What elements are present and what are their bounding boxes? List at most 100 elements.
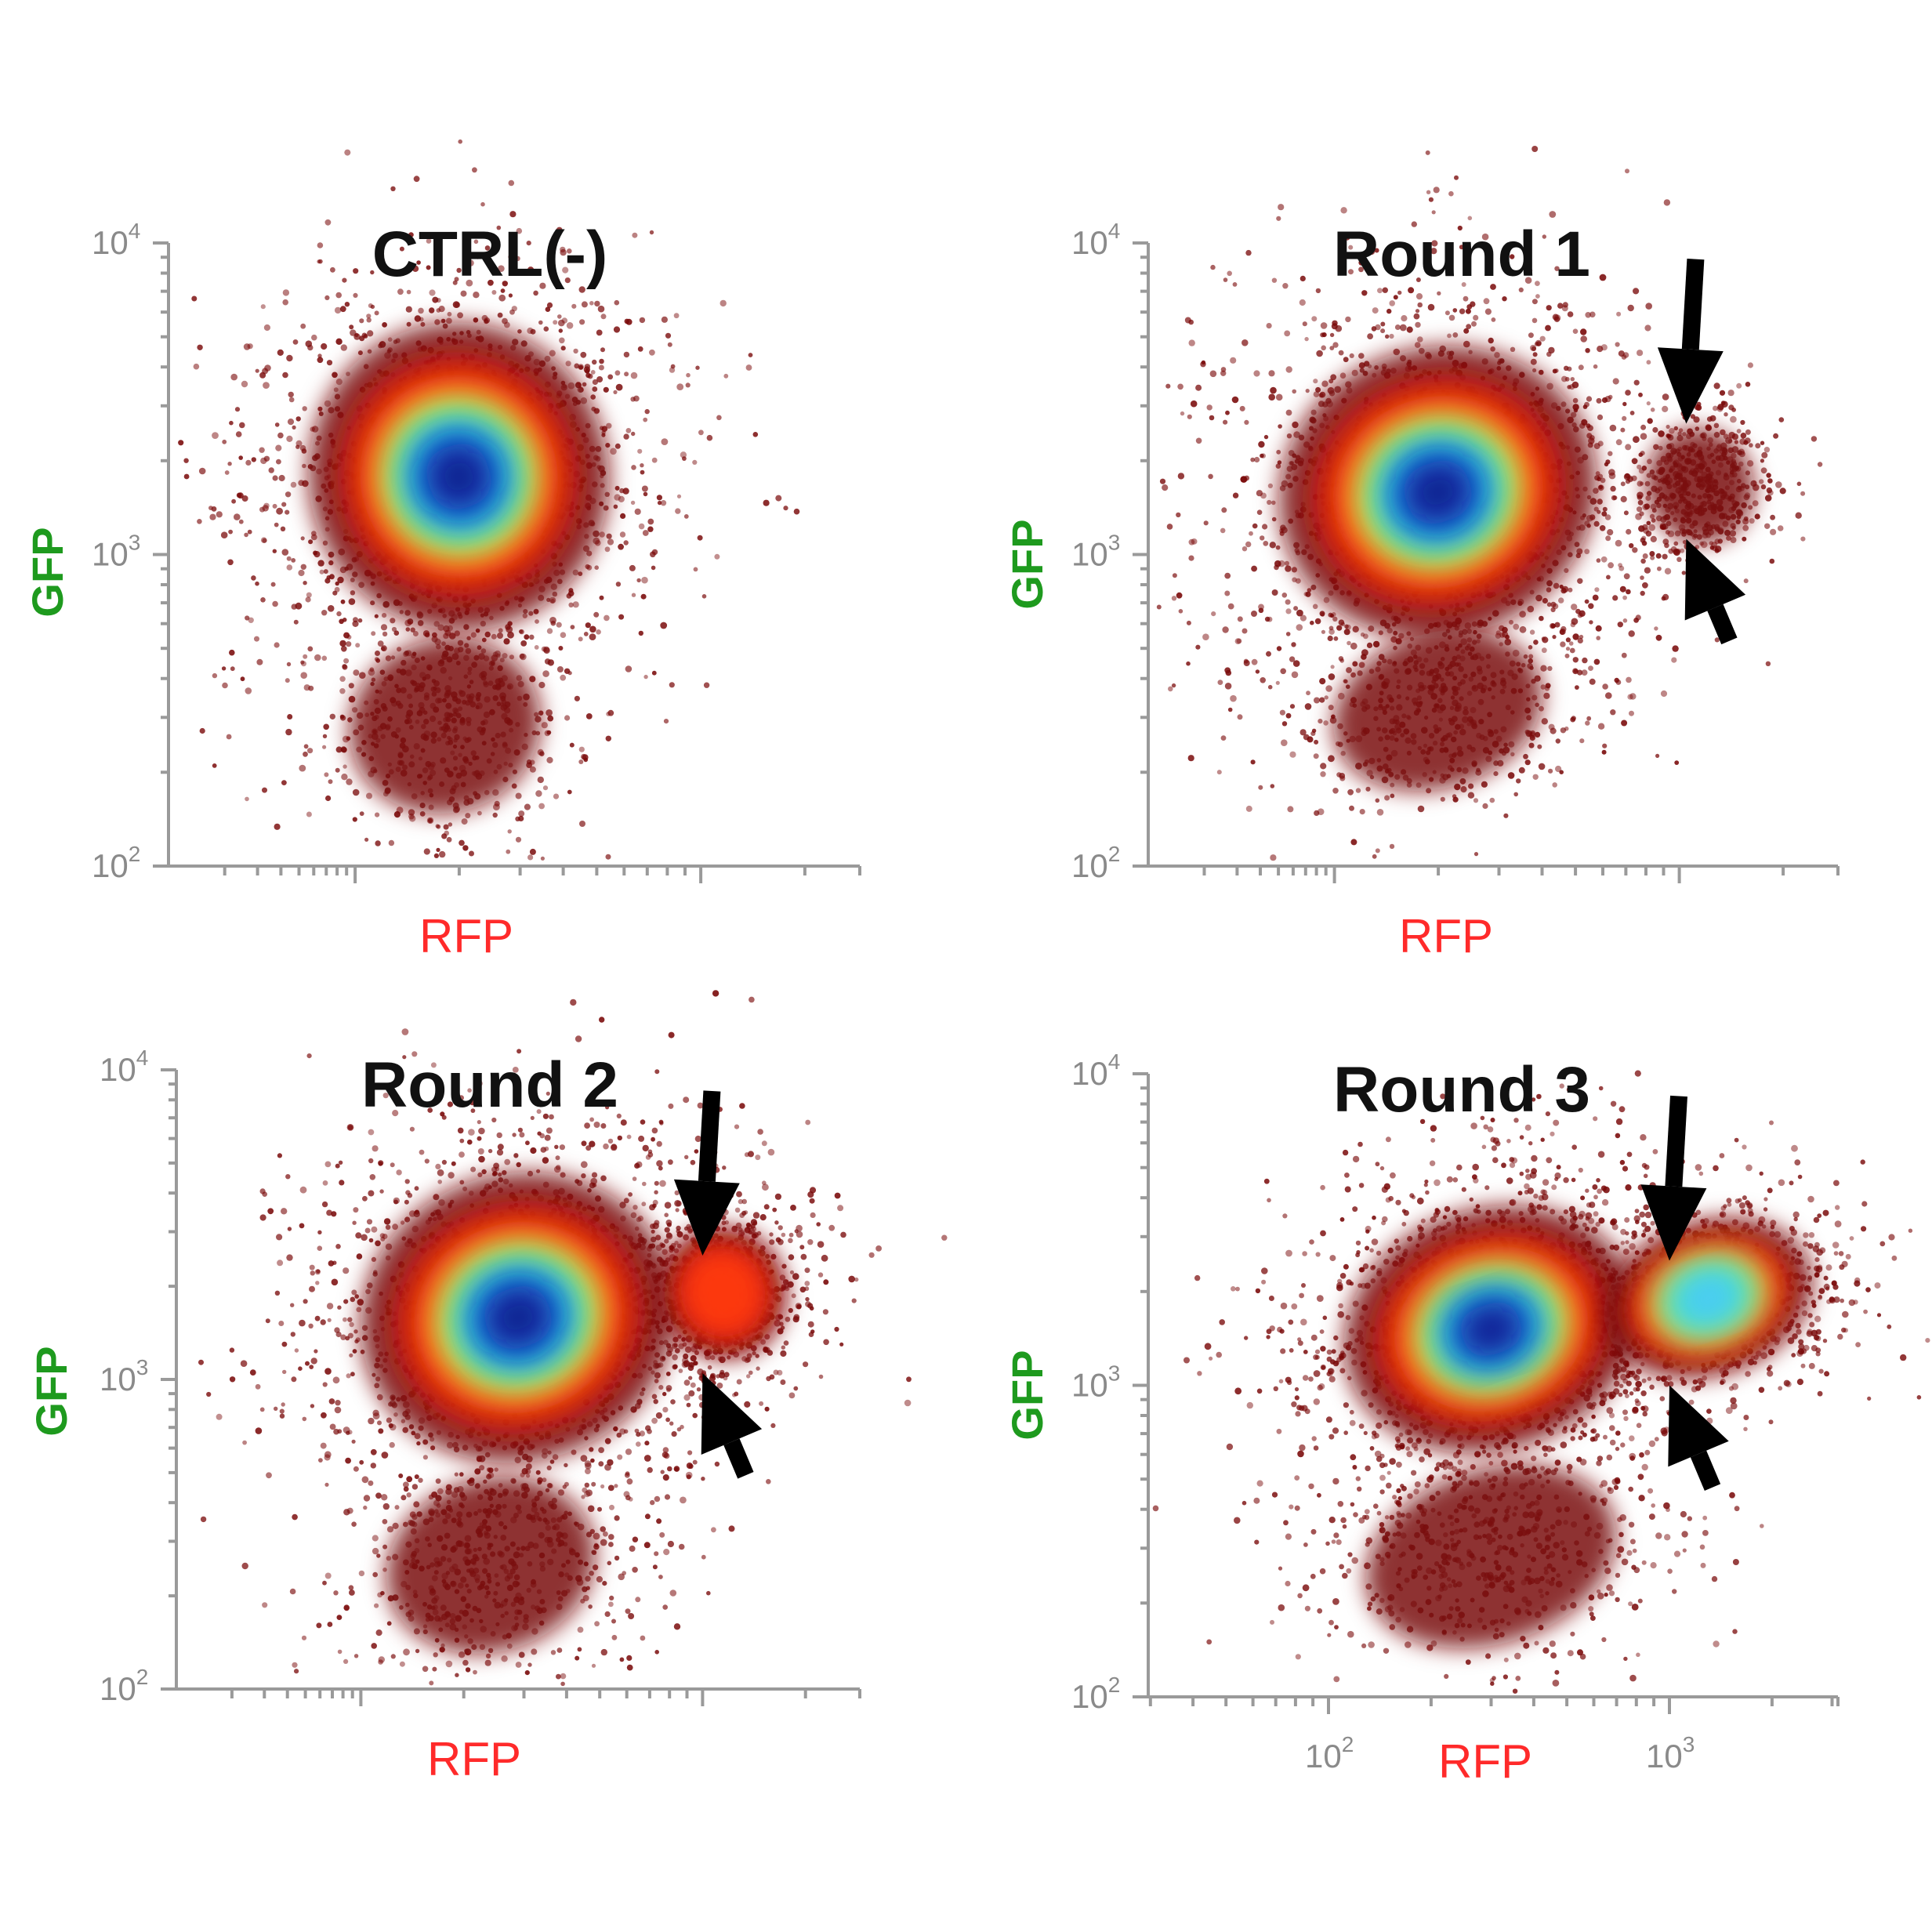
data-point bbox=[518, 629, 524, 634]
data-point bbox=[247, 529, 252, 535]
data-point bbox=[606, 533, 612, 539]
data-point bbox=[670, 364, 676, 369]
data-point bbox=[1535, 294, 1540, 299]
data-point bbox=[329, 713, 335, 720]
data-point bbox=[374, 614, 379, 618]
data-point bbox=[452, 280, 458, 285]
data-point bbox=[1747, 362, 1753, 368]
data-point bbox=[631, 593, 636, 597]
data-point bbox=[307, 646, 314, 652]
data-point bbox=[507, 631, 514, 639]
data-point bbox=[1649, 513, 1655, 520]
data-point bbox=[299, 1186, 307, 1194]
data-point bbox=[553, 793, 560, 799]
data-point bbox=[412, 631, 419, 636]
data-point bbox=[1267, 483, 1273, 489]
data-point bbox=[1655, 634, 1662, 641]
data-point bbox=[1463, 295, 1469, 302]
data-point bbox=[314, 1349, 318, 1354]
data-point bbox=[1663, 199, 1671, 206]
data-point bbox=[1533, 640, 1539, 645]
data-point bbox=[375, 812, 380, 817]
data-point bbox=[599, 531, 605, 538]
data-point bbox=[1680, 548, 1685, 553]
data-point bbox=[1503, 813, 1509, 818]
data-point bbox=[1276, 449, 1281, 455]
data-point bbox=[1615, 342, 1620, 347]
data-point bbox=[1765, 661, 1771, 666]
data-point bbox=[542, 646, 550, 653]
data-point bbox=[1575, 608, 1581, 614]
data-point bbox=[1367, 333, 1373, 339]
data-point bbox=[459, 839, 465, 846]
data-point bbox=[665, 332, 672, 339]
data-point bbox=[1299, 299, 1306, 306]
data-point bbox=[1554, 622, 1560, 628]
data-point bbox=[1617, 622, 1623, 628]
data-point bbox=[590, 1458, 595, 1463]
data-point bbox=[406, 289, 411, 295]
data-point bbox=[625, 665, 633, 672]
data-point bbox=[346, 778, 353, 785]
data-point bbox=[1336, 625, 1343, 631]
data-point bbox=[605, 854, 611, 860]
data-point bbox=[293, 619, 299, 625]
data-point bbox=[570, 625, 575, 629]
data-point bbox=[543, 326, 549, 332]
data-point bbox=[230, 666, 235, 672]
data-point bbox=[1209, 415, 1215, 421]
data-point bbox=[565, 361, 571, 367]
data-point bbox=[661, 438, 669, 445]
data-point bbox=[1550, 607, 1556, 613]
data-point bbox=[287, 419, 295, 426]
data-point bbox=[1325, 685, 1332, 692]
data-point bbox=[1390, 793, 1395, 799]
data-point bbox=[1459, 308, 1466, 314]
data-point bbox=[1284, 330, 1291, 337]
data-point bbox=[1638, 525, 1645, 532]
data-point bbox=[1314, 697, 1320, 704]
data-point bbox=[1596, 397, 1602, 404]
data-point bbox=[1311, 316, 1318, 322]
data-point bbox=[1328, 673, 1336, 680]
data-point bbox=[1662, 593, 1669, 601]
data-point bbox=[1624, 473, 1630, 479]
data-point bbox=[706, 434, 713, 441]
data-point bbox=[1339, 775, 1346, 781]
data-point bbox=[1538, 763, 1546, 770]
data-point bbox=[1221, 507, 1227, 513]
data-point bbox=[647, 526, 654, 532]
data-point bbox=[303, 654, 308, 659]
data-point bbox=[1484, 308, 1492, 315]
data-point bbox=[752, 432, 759, 437]
data-point bbox=[1399, 324, 1407, 332]
data-point bbox=[1275, 463, 1281, 469]
data-point bbox=[1254, 456, 1260, 463]
tick-base-text: 10 bbox=[92, 224, 129, 261]
data-point bbox=[461, 818, 468, 825]
data-point bbox=[1640, 537, 1646, 543]
data-point bbox=[667, 342, 672, 347]
data-point bbox=[340, 599, 346, 604]
data-point bbox=[1730, 415, 1737, 423]
data-point bbox=[193, 363, 200, 370]
data-point bbox=[183, 473, 190, 480]
tick-exponent-text: 3 bbox=[129, 531, 141, 555]
data-point bbox=[1589, 620, 1593, 625]
data-point bbox=[1637, 495, 1643, 500]
data-point bbox=[452, 301, 460, 308]
data-point bbox=[433, 853, 440, 858]
data-point bbox=[474, 252, 481, 259]
data-point bbox=[578, 746, 585, 752]
data-point bbox=[370, 304, 375, 310]
data-point bbox=[481, 637, 487, 643]
data-point bbox=[1648, 524, 1656, 531]
data-point bbox=[1352, 661, 1358, 667]
data-point bbox=[1542, 636, 1549, 643]
data-point bbox=[1244, 419, 1249, 426]
data-point bbox=[1184, 317, 1191, 324]
data-point bbox=[484, 631, 491, 638]
data-point bbox=[1767, 478, 1773, 484]
data-point bbox=[497, 312, 503, 318]
data-point bbox=[356, 1253, 363, 1260]
